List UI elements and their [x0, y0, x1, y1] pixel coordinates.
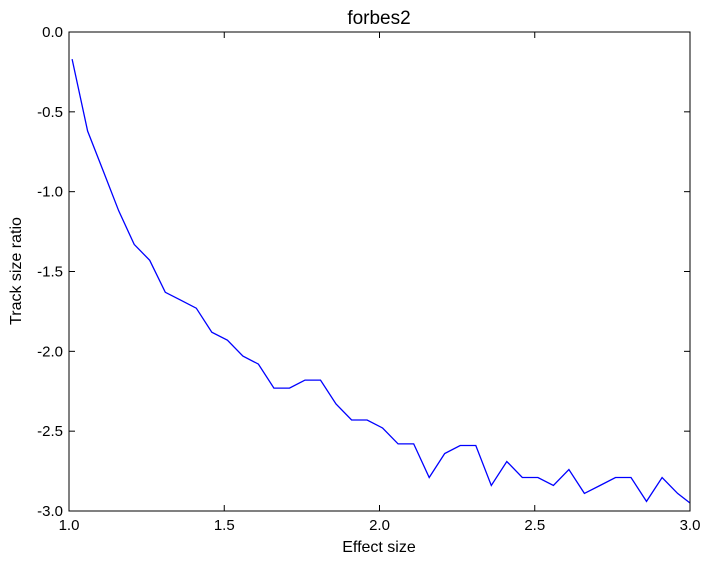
y-tick-label-3: -1.5: [37, 264, 63, 281]
x-tick-label-0: 1.0: [59, 517, 80, 534]
x-tick-label-4: 3.0: [680, 517, 701, 534]
y-axis-label: Track size ratio: [8, 217, 25, 325]
y-tick-label-5: -2.5: [37, 423, 63, 440]
y-tick-label-2: -1.0: [37, 184, 63, 201]
x-tick-label-3: 2.5: [524, 517, 545, 534]
plot-frame: [68, 31, 691, 512]
x-tick-label-2: 2.0: [369, 517, 390, 534]
y-tick-label-1: -0.5: [37, 104, 63, 121]
plot-area: 1.0 1.5 2.0 2.5 3.0 0.0 -0.5 -1.0 -1.5 -2.0 -2.5 -3…: [37, 24, 700, 534]
chart-title: forbes2: [347, 8, 410, 29]
y-tick-label-0: 0.0: [42, 24, 63, 41]
x-axis-label: Effect size: [342, 539, 416, 556]
series-line-0: [71, 58, 691, 504]
y-tick-label-6: -3.0: [37, 503, 63, 520]
y-tick-label-4: -2.0: [37, 343, 63, 360]
x-tick-label-1: 1.5: [214, 517, 235, 534]
